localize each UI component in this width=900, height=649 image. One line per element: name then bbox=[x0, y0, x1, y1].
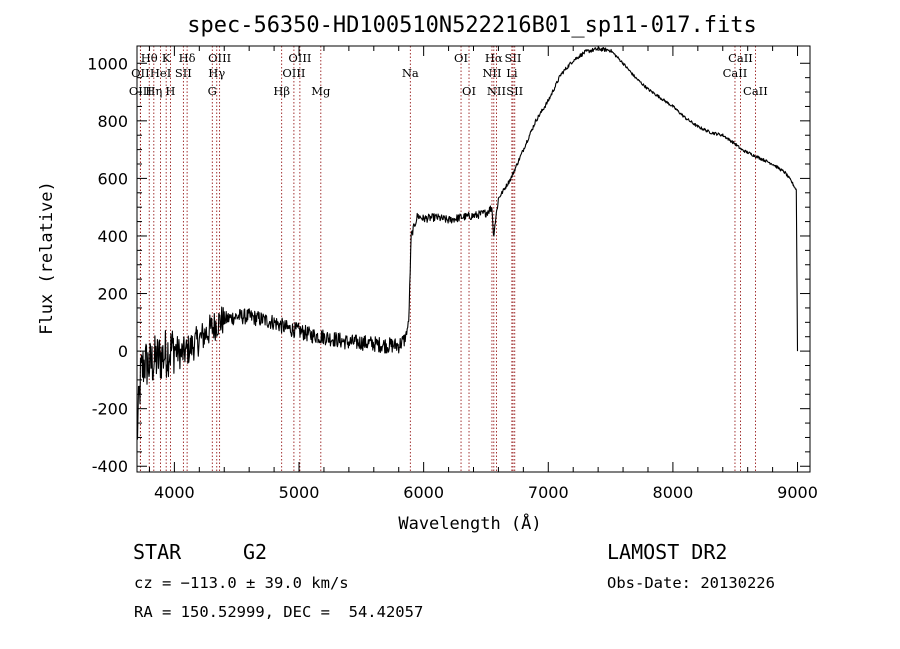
spectral-line-label-20: SII bbox=[505, 51, 522, 65]
redshift-velocity: cz = −113.0 ± 39.0 km/s bbox=[134, 574, 349, 592]
y-axis-label: Flux (relative) bbox=[37, 181, 57, 335]
spectral-line-label-24: SII bbox=[506, 84, 523, 98]
y-tick-label-4: 400 bbox=[97, 227, 128, 246]
spectral-line-label-13: OIII bbox=[288, 51, 311, 65]
y-tick-label-1: -200 bbox=[92, 400, 128, 419]
axes: 4000 5000 6000 7000 8000 9000 -400 -200 0 200 400 6… bbox=[87, 45, 818, 502]
spectral-line-label-8: SII bbox=[175, 66, 192, 80]
spectral-line-label-1: OII bbox=[131, 66, 150, 80]
x-axis-label: Wavelength (Å) bbox=[398, 512, 541, 534]
spectral-line-label-12: Hβ bbox=[273, 84, 290, 98]
spectrum-line-0 bbox=[136, 46, 799, 440]
spectral-line-label-15: Mg bbox=[311, 84, 331, 98]
coordinates: RA = 150.52999, DEC = 54.42057 bbox=[134, 603, 424, 621]
plot-frame bbox=[136, 45, 811, 473]
x-tick-label-5: 9000 bbox=[777, 483, 818, 502]
x-tick-label-0: 4000 bbox=[154, 483, 195, 502]
spectral-line-label-5: Hη bbox=[145, 84, 162, 98]
spectral-line-label-7: Hδ bbox=[179, 51, 196, 65]
spectral-line-label-14: OIII bbox=[282, 66, 305, 80]
chart-title: spec-56350-HD100510N522216B01_sp11-017.f… bbox=[187, 13, 757, 38]
spectral-line-label-2: OIII bbox=[129, 84, 152, 98]
y-tick-label-7: 1000 bbox=[87, 54, 128, 73]
x-tick-label-4: 8000 bbox=[653, 483, 694, 502]
y-tick-label-5: 600 bbox=[97, 169, 128, 188]
y-tick-label-0: -400 bbox=[92, 457, 128, 476]
spectral-line-label-18: OI bbox=[462, 84, 476, 98]
spectral-line-label-19: Hα bbox=[485, 51, 503, 65]
spectral-line-label-25: CaII bbox=[728, 51, 753, 65]
spectral-line-label-26: CaII bbox=[723, 66, 748, 80]
spectral-line-label-16: Na bbox=[402, 66, 419, 80]
spectral-line-label-6: H bbox=[165, 84, 175, 98]
spectral-line-label-22: Li bbox=[506, 66, 518, 80]
spectrum-series bbox=[136, 46, 799, 440]
spectral-line-label-9: OIII bbox=[208, 51, 231, 65]
x-tick-label-2: 6000 bbox=[403, 483, 444, 502]
spectral-line-label-17: OI bbox=[454, 51, 468, 65]
spectral-line-label-21: NII bbox=[482, 66, 501, 80]
spectral-line-label-11: G bbox=[208, 84, 217, 98]
spectral-line-label-23: NII bbox=[487, 84, 506, 98]
object-type: STAR bbox=[133, 540, 182, 564]
y-tick-label-3: 200 bbox=[97, 285, 128, 304]
y-tick-label-6: 800 bbox=[97, 112, 128, 131]
observation-date: Obs-Date: 20130226 bbox=[607, 574, 775, 592]
survey-name: LAMOST DR2 bbox=[607, 540, 728, 564]
x-tick-label-3: 7000 bbox=[528, 483, 569, 502]
spectral-line-label-3: K bbox=[162, 51, 171, 65]
y-tick-label-2: 0 bbox=[118, 342, 128, 361]
spectral-line-label-27: CaII bbox=[743, 84, 768, 98]
x-tick-label-1: 5000 bbox=[279, 483, 320, 502]
spectral-line-label-4: HeI bbox=[150, 66, 171, 80]
spectral-line-label-10: Hγ bbox=[208, 66, 225, 80]
subclass: G2 bbox=[243, 540, 268, 564]
